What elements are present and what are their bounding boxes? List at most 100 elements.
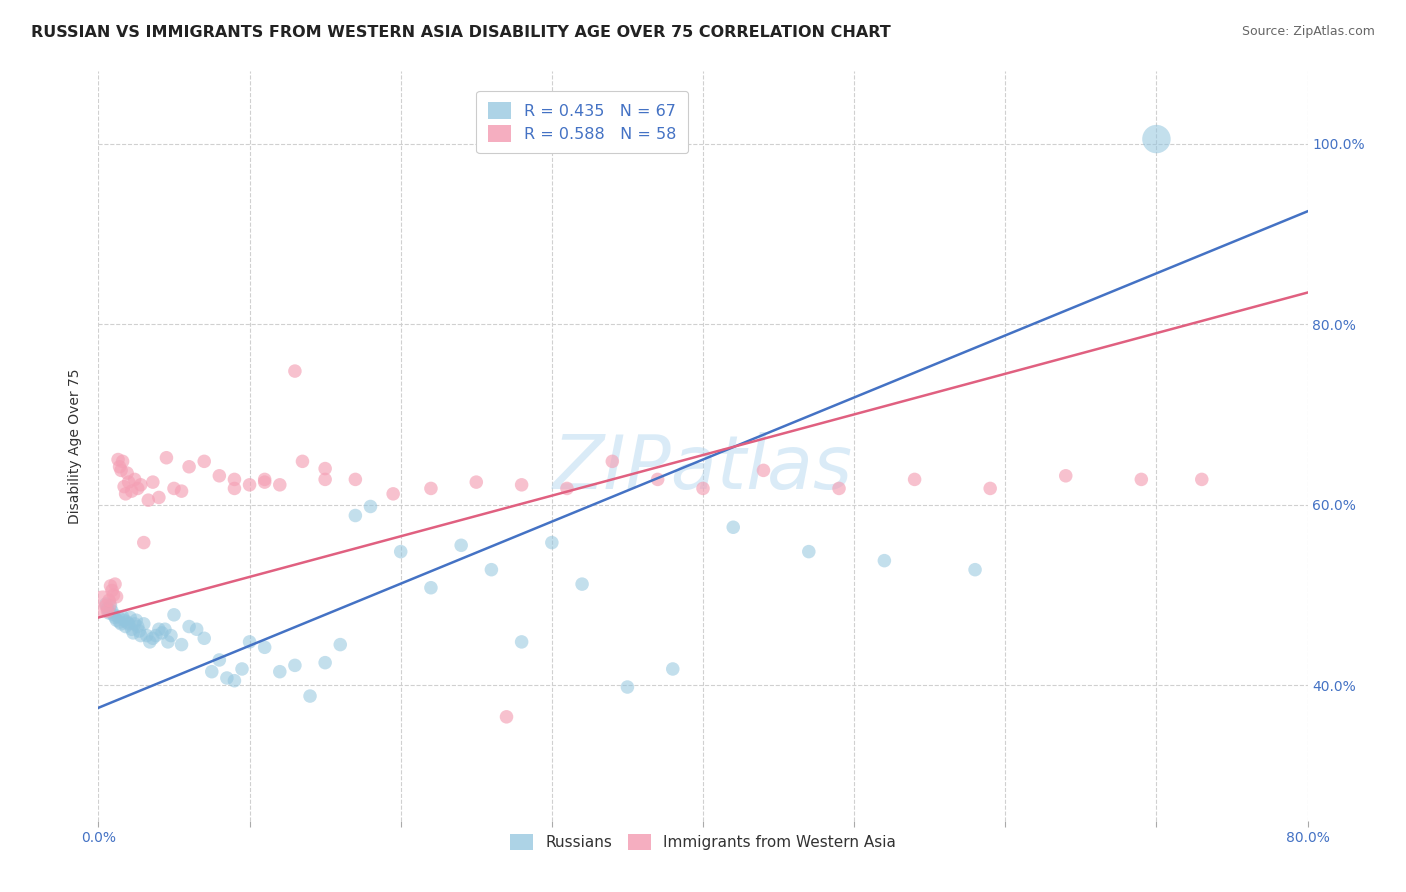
Point	[139, 635, 162, 649]
Point	[100, 599, 122, 613]
Point	[148, 491, 170, 505]
Point	[314, 472, 336, 486]
Point	[114, 487, 136, 501]
Point	[239, 478, 262, 492]
Point	[186, 622, 208, 636]
Point	[132, 616, 155, 631]
Point	[224, 482, 246, 496]
Point	[104, 610, 127, 624]
Point	[510, 478, 533, 492]
Point	[1054, 468, 1077, 483]
Point	[125, 613, 148, 627]
Point	[129, 629, 152, 643]
Point	[96, 604, 118, 618]
Point	[420, 581, 443, 595]
Legend: Russians, Immigrants from Western Asia: Russians, Immigrants from Western Asia	[503, 826, 903, 858]
Point	[1144, 132, 1167, 146]
Point	[129, 478, 152, 492]
Point	[555, 482, 578, 496]
Point	[94, 597, 117, 611]
Point	[1130, 472, 1153, 486]
Point	[284, 658, 307, 673]
Point	[253, 475, 276, 489]
Point	[108, 459, 131, 474]
Point	[253, 472, 276, 486]
Point	[112, 613, 135, 627]
Point	[291, 454, 314, 468]
Point	[111, 609, 134, 624]
Point	[616, 680, 638, 694]
Point	[450, 538, 472, 552]
Point	[797, 544, 820, 558]
Point	[208, 653, 231, 667]
Text: ZIPatlas: ZIPatlas	[553, 433, 853, 505]
Point	[163, 482, 186, 496]
Point	[193, 454, 215, 468]
Point	[100, 579, 122, 593]
Point	[215, 671, 238, 685]
Point	[155, 450, 177, 465]
Point	[314, 656, 336, 670]
Point	[647, 472, 669, 486]
Point	[904, 472, 927, 486]
Point	[110, 463, 132, 477]
Text: RUSSIAN VS IMMIGRANTS FROM WESTERN ASIA DISABILITY AGE OVER 75 CORRELATION CHART: RUSSIAN VS IMMIGRANTS FROM WESTERN ASIA …	[31, 25, 890, 40]
Point	[344, 472, 367, 486]
Point	[103, 588, 125, 602]
Point	[98, 606, 121, 620]
Point	[103, 607, 125, 622]
Point	[389, 544, 412, 558]
Point	[420, 482, 443, 496]
Point	[284, 364, 307, 378]
Point	[239, 635, 262, 649]
Point	[107, 452, 129, 467]
Point	[481, 563, 503, 577]
Point	[979, 482, 1001, 496]
Point	[602, 454, 624, 468]
Point	[224, 673, 246, 688]
Point	[121, 484, 143, 499]
Point	[112, 480, 135, 494]
Point	[110, 616, 132, 631]
Point	[965, 563, 987, 577]
Point	[224, 472, 246, 486]
Point	[193, 632, 215, 646]
Point	[208, 468, 231, 483]
Point	[142, 475, 165, 489]
Point	[153, 622, 176, 636]
Point	[91, 597, 114, 611]
Point	[115, 466, 138, 480]
Point	[382, 487, 405, 501]
Point	[495, 710, 517, 724]
Point	[752, 463, 775, 477]
Point	[269, 665, 291, 679]
Point	[105, 613, 128, 627]
Point	[692, 482, 714, 496]
Point	[360, 500, 382, 514]
Point	[101, 604, 124, 618]
Point	[571, 577, 593, 591]
Point	[1191, 472, 1213, 486]
Point	[253, 640, 276, 655]
Point	[148, 622, 170, 636]
Point	[127, 619, 149, 633]
Point	[179, 459, 201, 474]
Point	[127, 482, 149, 496]
Point	[120, 610, 142, 624]
Point	[828, 482, 851, 496]
Point	[156, 635, 179, 649]
Point	[105, 590, 128, 604]
Point	[118, 616, 141, 631]
Point	[114, 619, 136, 633]
Point	[231, 662, 253, 676]
Point	[136, 493, 159, 508]
Point	[160, 629, 183, 643]
Point	[163, 607, 186, 622]
Point	[142, 632, 165, 646]
Point	[122, 625, 145, 640]
Point	[132, 535, 155, 549]
Y-axis label: Disability Age Over 75: Disability Age Over 75	[69, 368, 83, 524]
Point	[101, 583, 124, 598]
Point	[111, 454, 134, 468]
Point	[124, 472, 146, 486]
